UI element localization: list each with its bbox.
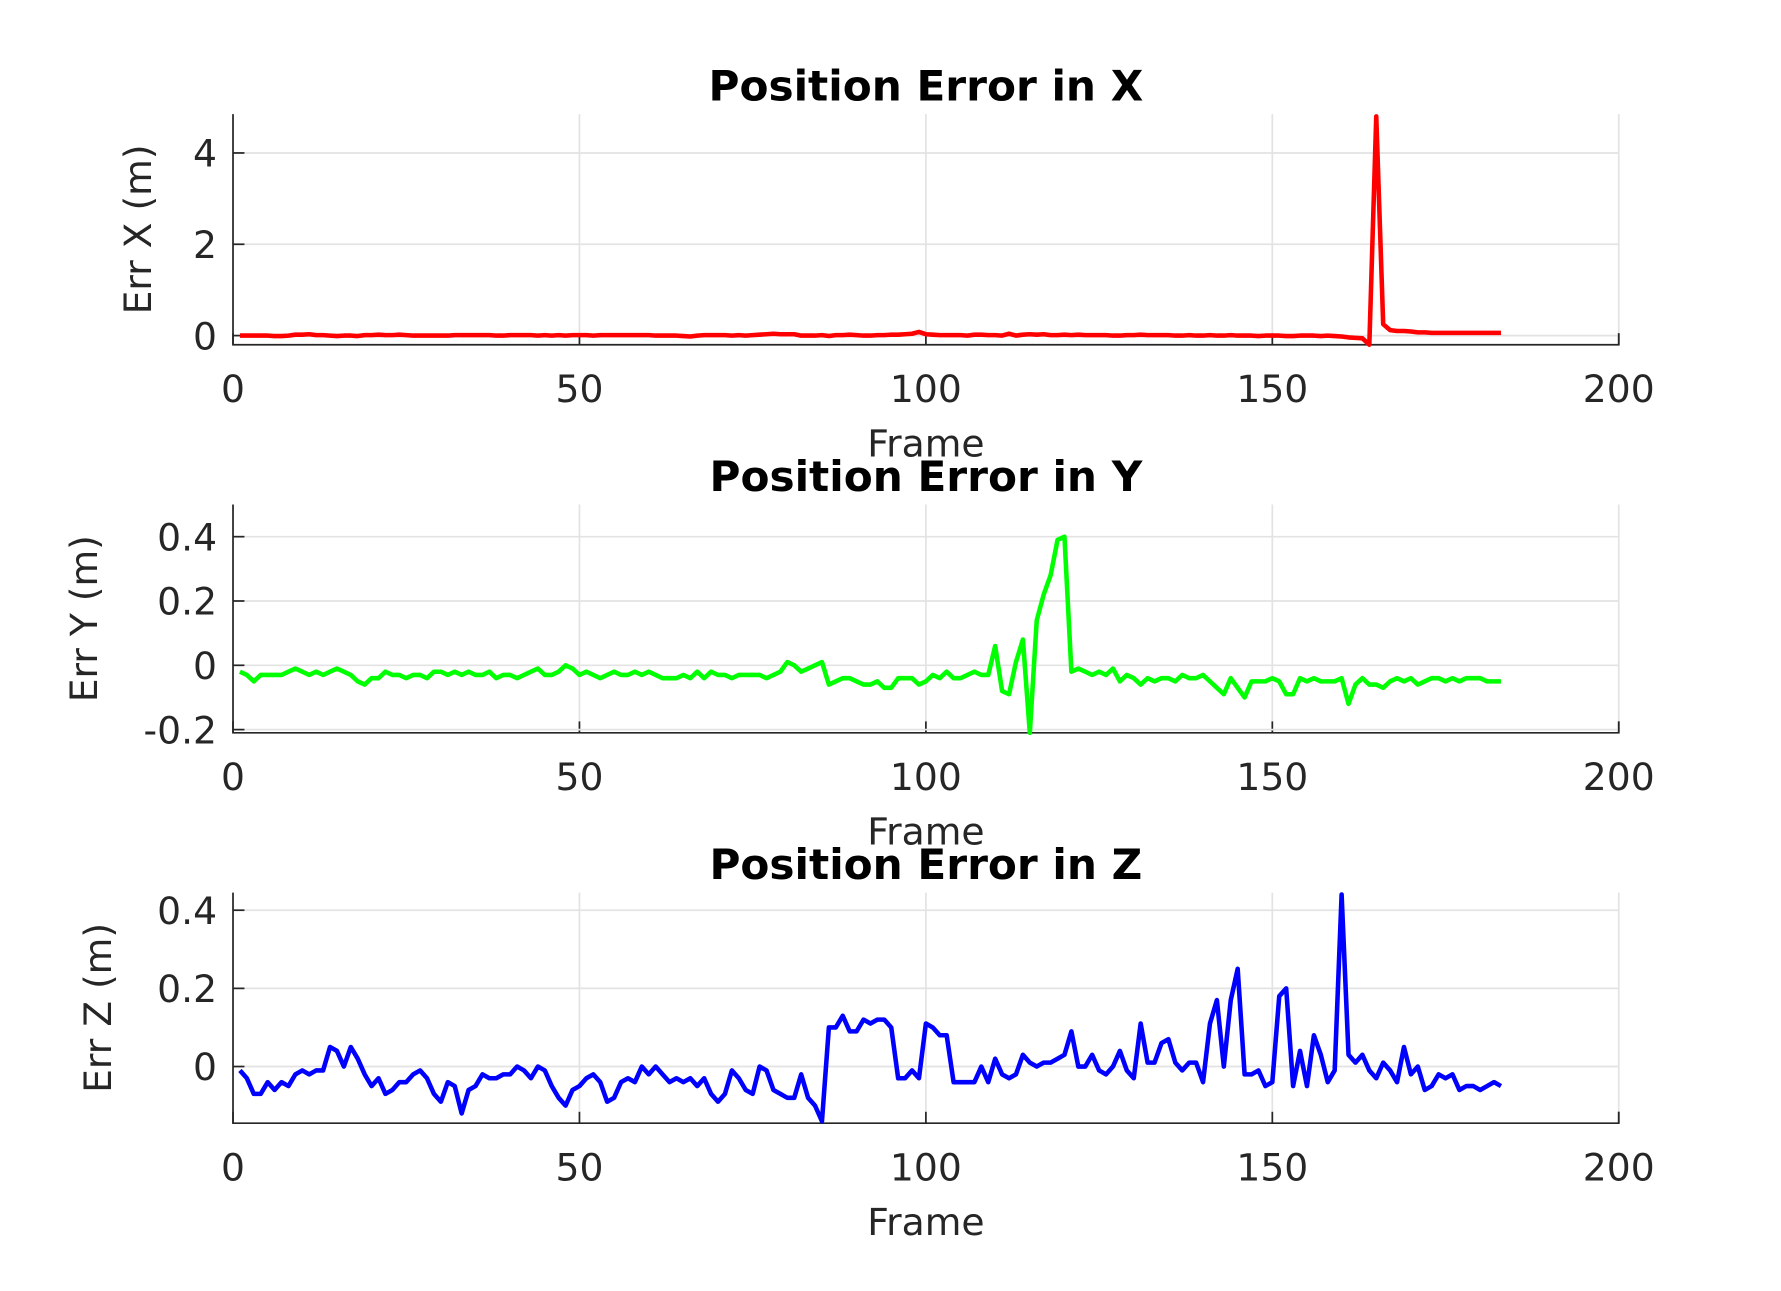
x-axis-label: Frame xyxy=(867,1200,984,1244)
y-tick-label: 0 xyxy=(193,644,217,688)
x-tick-label: 200 xyxy=(1583,755,1655,799)
x-axis-label: Frame xyxy=(867,810,984,854)
x-tick-label: 50 xyxy=(555,367,603,411)
x-tick-label: 0 xyxy=(221,367,245,411)
x-tick-label: 100 xyxy=(890,1145,962,1189)
y-tick-label: 0.2 xyxy=(157,967,217,1011)
x-tick-label: 0 xyxy=(221,1145,245,1189)
y-axis-label: Err Z (m) xyxy=(76,923,120,1093)
data-line xyxy=(239,114,1501,348)
chart-title: Position Error in Z xyxy=(709,840,1142,889)
chart-title: Position Error in Y xyxy=(710,452,1143,501)
x-tick-label: 50 xyxy=(555,755,603,799)
y-tick-label: 0.2 xyxy=(157,580,217,624)
axis-line xyxy=(232,114,1620,346)
x-tick-label: 0 xyxy=(221,755,245,799)
x-tick-label: 50 xyxy=(555,1145,603,1189)
x-axis-label: Frame xyxy=(867,422,984,466)
x-tick-label: 100 xyxy=(890,367,962,411)
chart-title: Position Error in X xyxy=(709,61,1144,110)
data-line xyxy=(238,534,1501,736)
y-tick-label: 2 xyxy=(193,223,217,267)
y-tick-label: 0.4 xyxy=(157,889,217,933)
x-tick-label: 200 xyxy=(1583,1145,1655,1189)
y-tick-label: 4 xyxy=(193,132,217,176)
y-tick-label: 0.4 xyxy=(157,515,217,559)
y-tick-label: 0 xyxy=(193,314,217,358)
axis-line xyxy=(232,892,1620,1125)
x-tick-label: 100 xyxy=(890,755,962,799)
y-tick-label: 0 xyxy=(193,1045,217,1089)
y-axis-label: Err X (m) xyxy=(116,144,160,314)
axis-line xyxy=(232,504,1620,734)
x-tick-label: 150 xyxy=(1236,367,1308,411)
x-tick-label: 200 xyxy=(1583,367,1655,411)
y-tick-label: -0.2 xyxy=(144,708,217,752)
x-tick-label: 150 xyxy=(1236,755,1308,799)
x-tick-label: 150 xyxy=(1236,1145,1308,1189)
data-line xyxy=(238,892,1503,1124)
y-axis-label: Err Y (m) xyxy=(62,535,106,702)
